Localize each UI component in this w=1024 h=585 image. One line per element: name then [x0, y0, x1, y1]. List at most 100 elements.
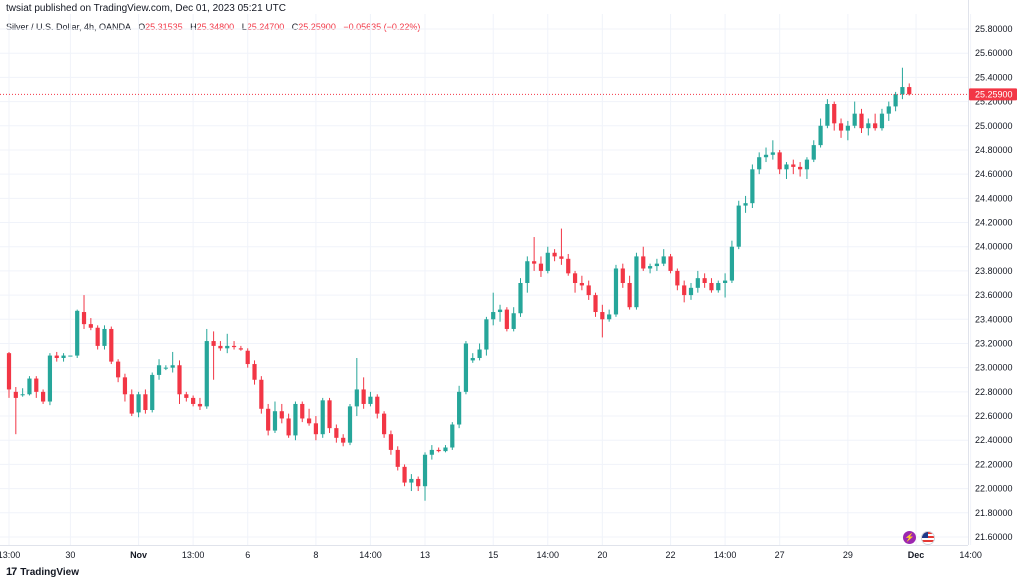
tradingview-logo[interactable]: 17 TradingView: [6, 566, 79, 578]
x-tick-label: 13: [420, 550, 430, 560]
candle-body: [320, 400, 325, 435]
candle-body: [20, 394, 25, 396]
candle-body: [763, 154, 769, 158]
candle-body: [682, 285, 687, 296]
candle-body: [893, 94, 898, 107]
x-tick-label: 13:00: [0, 550, 20, 560]
candle-body: [218, 345, 223, 349]
y-tick-label: 24.00000: [975, 242, 1013, 252]
last-price-label: 25.25900: [975, 89, 1013, 99]
candle-body: [688, 287, 694, 296]
candle-body: [770, 152, 775, 155]
candle-body: [422, 454, 428, 487]
candle-body: [13, 391, 18, 398]
candle-body: [525, 261, 530, 283]
candle-body: [109, 328, 114, 362]
candle-body: [811, 145, 816, 160]
y-tick-label: 25.60000: [975, 48, 1013, 58]
candle-body: [41, 391, 46, 402]
candle-body: [163, 367, 168, 369]
candle-body: [791, 164, 796, 167]
candle-body: [129, 394, 134, 414]
candle-body: [818, 125, 823, 146]
candle-body: [907, 87, 912, 95]
candle-body: [68, 355, 73, 357]
candle-body: [900, 87, 905, 95]
candle-body: [27, 378, 32, 395]
open-value: 25.31535: [145, 22, 183, 32]
y-tick-label: 22.60000: [975, 411, 1013, 421]
candle-body: [457, 391, 462, 425]
y-tick-label: 21.80000: [975, 508, 1013, 518]
candle-body: [361, 389, 366, 404]
symbol-label: Silver / U.S. Dollar, 4h, OANDA: [6, 22, 131, 32]
y-tick-label: 23.20000: [975, 338, 1013, 348]
candle-body: [75, 310, 80, 356]
candle-body: [272, 411, 278, 431]
candle-body: [579, 283, 584, 286]
high-value: 25.34800: [196, 22, 235, 32]
candle-body: [313, 423, 318, 435]
candle-body: [593, 295, 598, 313]
open-key: O: [138, 22, 146, 32]
candle-body: [116, 361, 121, 378]
x-tick-label: 22: [666, 550, 676, 560]
candle-body: [600, 312, 605, 320]
candle-body: [532, 261, 537, 264]
x-tick-label: 30: [65, 550, 75, 560]
candle-body: [61, 355, 66, 358]
candle-body: [736, 205, 741, 247]
candle-body: [838, 123, 844, 131]
candle-body: [470, 357, 475, 361]
candle-body: [34, 378, 39, 392]
candle-body: [552, 252, 557, 257]
candle-body: [545, 252, 550, 271]
y-tick-label: 22.00000: [975, 484, 1013, 494]
y-tick-label: 23.80000: [975, 266, 1013, 276]
candle-body: [566, 258, 571, 274]
candle-body: [95, 327, 100, 346]
candle-body: [654, 263, 659, 267]
candle-body: [402, 466, 407, 483]
low-value: 25.24700: [246, 22, 285, 32]
candle-body: [375, 396, 380, 414]
y-tick-label: 25.00000: [975, 121, 1013, 131]
candle-body: [777, 152, 782, 170]
candle-body: [613, 268, 619, 315]
candle-body: [354, 389, 359, 407]
candle-body: [150, 374, 155, 410]
candle-body: [225, 345, 230, 349]
lightning-icon[interactable]: ⚡: [903, 531, 916, 544]
candle-body: [873, 123, 878, 129]
candle-body: [54, 355, 59, 358]
y-tick-label: 23.60000: [975, 290, 1013, 300]
candle-body: [136, 394, 141, 413]
change-value: −0.05635 (−0.22%): [343, 22, 421, 32]
candle-body: [416, 478, 421, 487]
candle-body: [825, 103, 830, 126]
candle-body: [409, 478, 414, 483]
candle-body: [122, 377, 128, 395]
y-tick-label: 22.20000: [975, 459, 1013, 469]
candle-body: [491, 312, 496, 320]
candle-body: [341, 437, 346, 443]
y-tick-label: 22.80000: [975, 387, 1013, 397]
x-tick-label: Nov: [130, 550, 147, 560]
candle-body: [518, 283, 523, 314]
candle-body: [497, 309, 503, 313]
y-tick-label: 24.40000: [975, 193, 1013, 203]
x-tick-label: 6: [245, 550, 250, 560]
y-tick-label: 24.20000: [975, 218, 1013, 228]
candle-body: [395, 449, 400, 467]
candle-body: [443, 447, 448, 452]
candle-body: [81, 312, 87, 325]
candle-body: [757, 157, 762, 170]
y-tick-label: 23.00000: [975, 363, 1013, 373]
publisher-caption: twsiat published on TradingView.com, Dec…: [6, 3, 286, 14]
candle-body: [572, 273, 578, 283]
x-tick-label: 14:00: [359, 550, 382, 560]
us-flag-icon[interactable]: [921, 531, 935, 545]
y-tick-label: 24.80000: [975, 145, 1013, 155]
y-tick-label: 25.80000: [975, 24, 1013, 34]
